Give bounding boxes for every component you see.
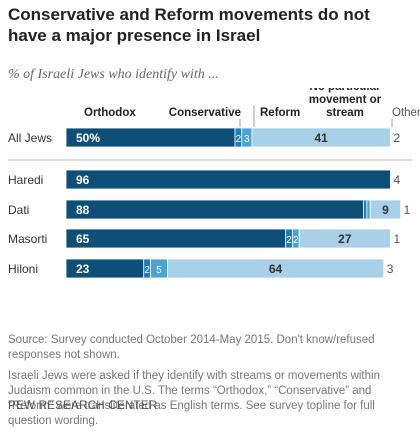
- data-label-conservative: 2: [144, 265, 150, 276]
- chart-title: Conservative and Reform movements do not…: [8, 5, 370, 45]
- methodology-note: Israeli Jews were asked if they identify…: [8, 370, 380, 427]
- data-label-no: 9: [382, 203, 389, 217]
- chart-notes: Source: Survey conducted October 2014-Ma…: [8, 333, 414, 435]
- chart-subtitle: % of Israeli Jews who identify with ...: [8, 67, 219, 82]
- data-label-no: 64: [269, 262, 283, 276]
- data-label-no: 27: [338, 232, 352, 246]
- data-label-orthodox: 23: [76, 262, 90, 276]
- bar-segment-no: [251, 127, 391, 148]
- data-label-other: 1: [393, 232, 400, 246]
- category-label-hiloni: Hiloni: [8, 262, 38, 276]
- data-label-other: 3: [387, 262, 394, 276]
- data-label-reform: 2: [293, 235, 299, 246]
- category-label-all-jews: All Jews: [8, 131, 52, 145]
- source-note: Source: Survey conducted October 2014-Ma…: [8, 334, 375, 361]
- bar-segment-orthodox: [65, 169, 391, 190]
- category-label-dati: Dati: [8, 203, 29, 217]
- bar-segment-conservative: [363, 199, 368, 220]
- bar-segment-reform: [366, 199, 371, 220]
- category-label-haredi: Haredi: [8, 173, 43, 187]
- bar-segment-no: [298, 228, 391, 249]
- data-label-orthodox: 88: [76, 203, 90, 217]
- category-label-masorti: Masorti: [8, 232, 47, 246]
- data-label-no: 41: [315, 131, 329, 145]
- data-label-other: 4: [393, 173, 400, 187]
- data-label-orthodox: 50%: [76, 131, 100, 145]
- data-label-reform: 3: [244, 134, 250, 145]
- bar-segment-no: [166, 258, 385, 279]
- pew-credit: PEW RESEARCH CENTER: [8, 400, 158, 412]
- data-label-conservative: 2: [286, 235, 292, 246]
- bar-segment-orthodox: [65, 199, 364, 220]
- data-label-orthodox: 65: [76, 232, 90, 246]
- bar-segment-orthodox: [65, 228, 287, 249]
- data-label-reform: 5: [156, 265, 162, 276]
- data-label-other: 1: [404, 203, 411, 217]
- data-label-other: 2: [393, 131, 400, 145]
- legend-label-orthodox: Orthodox: [84, 107, 136, 119]
- data-label-orthodox: 96: [76, 173, 90, 187]
- data-label-conservative: 2: [236, 134, 242, 145]
- legend-label-conservative: Conservative: [169, 107, 241, 119]
- legend-label-reform: Reform: [260, 107, 300, 119]
- legend-label-other: Other: [392, 107, 420, 119]
- bar-segment-no: [369, 199, 402, 220]
